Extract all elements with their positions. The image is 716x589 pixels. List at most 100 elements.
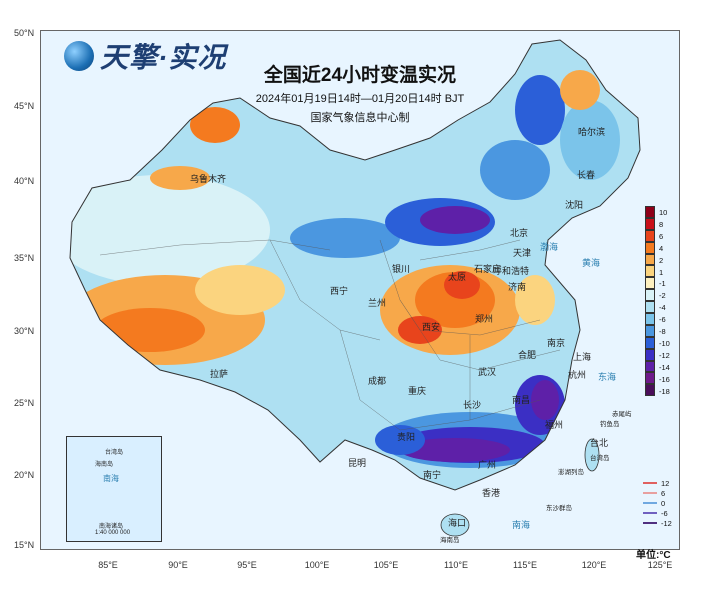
- line-legend-label: -12: [661, 518, 672, 528]
- island-label: 赤尾屿: [612, 411, 632, 418]
- line-legend-item: 12: [643, 478, 672, 488]
- legend-swatch: [645, 265, 655, 278]
- legend-label: -18: [659, 386, 670, 396]
- inset-scale-label: 1:40 000 000: [95, 530, 131, 536]
- island-label: 钓鱼岛: [600, 421, 620, 428]
- island-label: 海南岛: [440, 537, 460, 544]
- legend-swatch: [645, 289, 655, 302]
- city-label: 呼和浩特: [493, 266, 530, 276]
- inset-taiwan-label: 台湾岛: [105, 450, 124, 456]
- color-legend: 10 8 6 4 2 1 -1 -2 -4 -6 -8 -10 -12 -14 -16 -18: [645, 206, 670, 397]
- city-label: 兰州: [368, 298, 387, 308]
- lon-label: 95°E: [237, 560, 257, 570]
- legend-label: -14: [659, 362, 670, 372]
- legend-label: -2: [659, 291, 666, 301]
- city-label: 香港: [482, 488, 501, 498]
- lon-label: 105°E: [373, 560, 399, 570]
- city-label: 台北: [590, 438, 609, 448]
- line-legend-item: -6: [643, 508, 672, 518]
- line-legend-label: -6: [661, 508, 668, 518]
- line-legend-item: 0: [643, 498, 672, 508]
- city-label: 合肥: [518, 350, 537, 360]
- city-label: 太原: [448, 272, 467, 282]
- city-label: 福州: [545, 420, 564, 430]
- island-label: 东沙群岛: [546, 505, 572, 512]
- map-title-main: 全国近24小时变温实况: [263, 65, 457, 86]
- lon-label: 90°E: [168, 560, 188, 570]
- city-label: 拉萨: [210, 369, 229, 379]
- city-label: 沈阳: [565, 200, 584, 210]
- line-legend-item: 6: [643, 488, 672, 498]
- lat-label: 30°N: [14, 326, 35, 336]
- lon-label: 115°E: [513, 560, 537, 570]
- city-label: 广州: [478, 460, 497, 470]
- legend-label: -10: [659, 338, 670, 348]
- sea-label: 南海: [512, 520, 531, 530]
- city-label: 石家庄: [474, 264, 502, 274]
- city-label: 乌鲁木齐: [190, 174, 227, 184]
- legend-label: -6: [659, 315, 666, 325]
- legend-swatch: [645, 360, 655, 373]
- line-legend-swatch: [643, 482, 657, 484]
- legend-label: -12: [659, 350, 670, 360]
- map-title: 全国近24小时变温实况 2024年01月19日14时—01月20日14时 BJT…: [210, 60, 510, 125]
- legend-swatch: [645, 301, 655, 314]
- sea-label: 渤海: [540, 242, 559, 252]
- line-legend-swatch: [643, 492, 657, 494]
- line-legend-swatch: [643, 512, 657, 514]
- city-label: 武汉: [478, 367, 497, 377]
- legend-label: 2: [659, 255, 664, 265]
- inset-islands-label: 南海诸岛: [99, 524, 124, 530]
- legend-swatch: [645, 217, 655, 230]
- lat-label: 25°N: [14, 398, 35, 408]
- lon-label: 120°E: [581, 560, 607, 570]
- city-label: 杭州: [568, 370, 587, 380]
- legend-label: 4: [659, 243, 664, 253]
- city-label: 哈尔滨: [578, 127, 606, 137]
- lat-label: 20°N: [14, 470, 35, 480]
- city-label: 西宁: [330, 286, 349, 296]
- china-border: [69, 39, 641, 491]
- inset-nanhai-label: 南海: [103, 474, 119, 483]
- city-label: 南京: [547, 338, 566, 348]
- line-legend-item: -12: [643, 518, 672, 528]
- lat-label: 50°N: [14, 28, 35, 38]
- city-label: 郑州: [475, 314, 494, 324]
- lon-label: 110°E: [444, 560, 468, 570]
- city-label: 上海: [573, 352, 592, 362]
- legend-swatch: [645, 241, 655, 254]
- city-label: 银川: [392, 264, 411, 274]
- sea-label: 黄海: [582, 258, 601, 268]
- city-label: 成都: [368, 376, 387, 386]
- lat-label: 40°N: [14, 176, 35, 186]
- legend-label: 10: [659, 208, 668, 217]
- city-label: 天津: [513, 248, 532, 258]
- line-legend-label: 0: [661, 498, 666, 508]
- lat-label: 35°N: [14, 253, 35, 263]
- line-legend-label: 12: [661, 478, 670, 488]
- city-label: 济南: [508, 282, 527, 292]
- lon-label: 85°E: [98, 560, 118, 570]
- city-label: 重庆: [408, 386, 427, 396]
- legend-swatch: [645, 324, 655, 337]
- legend-swatch: [645, 253, 655, 266]
- inset-hainan-label: 海南岛: [95, 462, 114, 468]
- globe-icon: [64, 41, 94, 71]
- lon-label: 100°E: [304, 560, 330, 570]
- legend-swatch: [645, 277, 655, 290]
- city-label: 长春: [577, 170, 596, 180]
- city-label: 贵阳: [397, 432, 416, 442]
- legend-swatch: [645, 372, 655, 385]
- lat-label: 45°N: [14, 101, 35, 111]
- city-label: 长沙: [463, 400, 482, 410]
- legend-swatch: [645, 384, 655, 397]
- legend-label: -8: [659, 327, 666, 336]
- logo: 天擎·实况: [64, 36, 226, 76]
- map-period: 2024年01月19日14时—01月20日14时 BJT: [255, 93, 465, 105]
- line-legend-label: 6: [661, 488, 666, 498]
- legend-label: -1: [659, 279, 666, 289]
- island-label: 澎湖列岛: [558, 469, 584, 476]
- legend-label: -4: [659, 303, 666, 313]
- city-label: 昆明: [348, 458, 367, 468]
- legend-swatch: [645, 206, 655, 218]
